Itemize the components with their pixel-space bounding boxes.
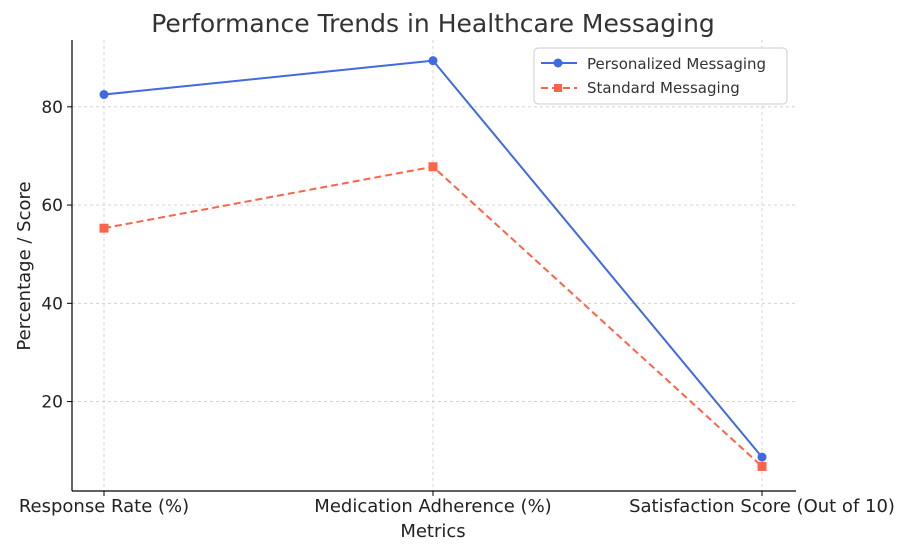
legend-marker-standard (554, 84, 562, 92)
series-layer (99, 56, 767, 471)
data-point (757, 452, 767, 462)
legend-marker-personalized (553, 58, 563, 68)
chart-title: Performance Trends in Healthcare Messagi… (151, 9, 715, 38)
y-tick-label: 40 (41, 294, 63, 314)
x-tick-label: Response Rate (%) (19, 496, 189, 517)
x-axis-label: Metrics (400, 521, 465, 542)
x-tick-label: Medication Adherence (%) (314, 496, 551, 517)
data-point (757, 461, 767, 471)
y-axis-label: Percentage / Score (14, 181, 35, 350)
legend-label-personalized: Personalized Messaging (587, 55, 766, 73)
x-tick-label: Satisfaction Score (Out of 10) (629, 496, 895, 517)
y-tick-label: 20 (41, 393, 63, 413)
legend-label-standard: Standard Messaging (587, 79, 740, 97)
legend: Personalized Messaging Standard Messagin… (533, 47, 788, 105)
grid-layer (72, 40, 796, 491)
axes-layer (71, 40, 796, 492)
data-point (99, 223, 109, 233)
x-ticks: Response Rate (%) Medication Adherence (%… (19, 491, 895, 517)
data-point (428, 162, 438, 172)
data-point (428, 56, 438, 66)
data-point (99, 90, 109, 100)
y-tick-label: 80 (41, 98, 63, 118)
legend-box (533, 47, 788, 105)
y-tick-label: 60 (41, 196, 63, 216)
y-ticks: 20 40 60 80 (41, 98, 72, 413)
